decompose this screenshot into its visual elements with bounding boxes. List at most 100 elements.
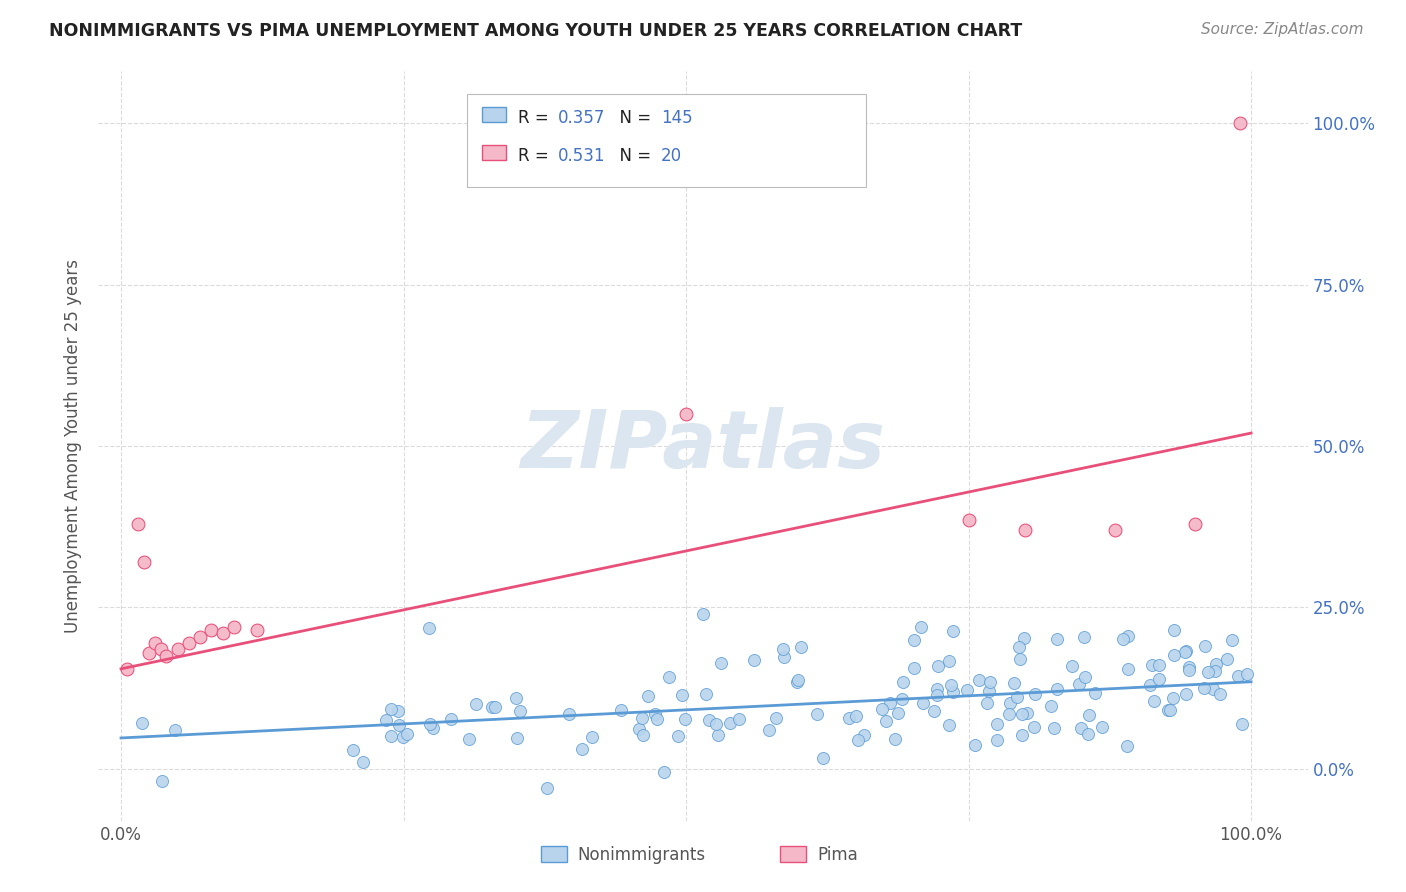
Point [927,682,949,697]
Point [352,755,374,769]
Point [1112,632,1135,647]
Point [979,674,1001,689]
Point [852,728,875,742]
Point [222,620,245,634]
Point [886,706,908,721]
Text: R =: R = [517,109,554,127]
FancyBboxPatch shape [482,107,506,122]
Point [1073,631,1095,645]
Point [143,636,166,650]
Point [1230,717,1253,731]
Point [1040,698,1063,713]
Point [652,764,675,779]
Point [422,722,444,736]
Text: R =: R = [517,147,554,165]
Point [177,636,200,650]
Point [505,691,527,706]
Point [997,706,1019,721]
Point [910,620,932,634]
Text: Pima: Pima [817,847,858,864]
Point [872,702,894,716]
Point [1104,523,1126,537]
Point [927,688,949,702]
Point [957,513,980,527]
Point [1143,694,1166,708]
Point [645,712,668,726]
Point [979,683,1001,698]
Point [150,773,173,788]
Point [697,713,720,727]
Point [758,723,780,737]
Point [1157,702,1180,716]
Point [1163,623,1185,637]
Point [1209,687,1232,701]
Point [1069,676,1091,690]
Point [884,731,907,746]
Point [200,623,222,637]
Point [628,722,651,736]
Point [1175,644,1198,658]
Point [419,716,441,731]
Point [1174,688,1197,702]
Point [675,407,697,421]
Point [1140,657,1163,672]
Point [558,706,581,721]
Point [846,733,869,747]
Point [138,646,160,660]
Point [481,699,503,714]
Point [1227,669,1250,683]
Point [772,641,794,656]
Point [845,709,868,723]
Point [965,738,987,752]
Point [1184,516,1206,531]
Point [922,704,945,718]
Text: N =: N = [609,147,657,165]
Point [1007,690,1029,704]
Text: 0.531: 0.531 [558,147,606,165]
Point [938,718,960,732]
Point [1074,670,1097,684]
Point [637,690,659,704]
Point [706,728,728,742]
Point [673,712,696,726]
Point [1205,657,1227,672]
Point [1012,631,1035,645]
Point [1236,667,1258,681]
Point [1022,720,1045,734]
Point [986,733,1008,747]
Point [439,712,461,726]
Point [1011,707,1033,722]
Point [790,640,813,655]
Point [671,688,693,702]
Point [131,715,153,730]
Text: 0.357: 0.357 [558,109,605,127]
Point [1149,673,1171,687]
Point [188,630,211,644]
Point [1229,116,1251,130]
Point [418,621,440,635]
Point [891,692,914,706]
Point [380,702,402,716]
Point [631,728,654,742]
Point [155,648,177,663]
Point [509,705,531,719]
Point [956,683,979,698]
Point [1062,658,1084,673]
Point [581,731,603,745]
Point [1163,690,1185,705]
Point [132,555,155,569]
Point [1024,687,1046,701]
Point [941,678,963,692]
Point [806,707,828,722]
Point [610,703,633,717]
Point [1078,707,1101,722]
Y-axis label: Unemployment Among Youth under 25 years: Unemployment Among Youth under 25 years [65,259,83,633]
Point [903,661,925,675]
Point [395,726,418,740]
Point [786,674,808,689]
Text: NONIMMIGRANTS VS PIMA UNEMPLOYMENT AMONG YOUTH UNDER 25 YEARS CORRELATION CHART: NONIMMIGRANTS VS PIMA UNEMPLOYMENT AMONG… [49,22,1022,40]
Point [387,704,409,718]
Point [1139,678,1161,692]
Point [942,685,965,699]
Text: ZIPatlas: ZIPatlas [520,407,886,485]
